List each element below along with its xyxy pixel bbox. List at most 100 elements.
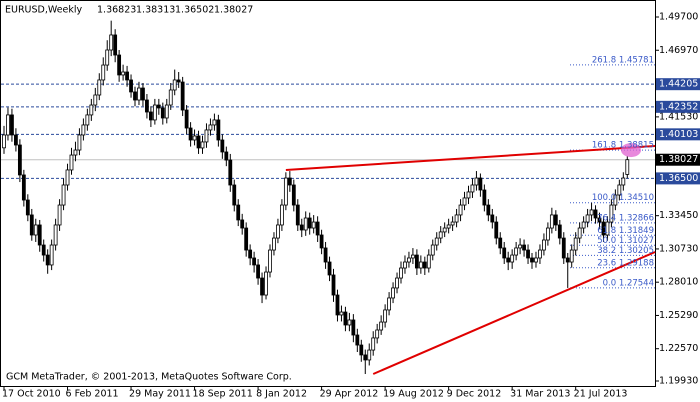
x-tick-label: 29 May 2011	[129, 389, 191, 400]
body	[279, 204, 284, 226]
fib-label: 38.2 1.30205	[597, 246, 654, 256]
body	[538, 249, 542, 259]
body	[268, 249, 272, 273]
body	[549, 214, 554, 229]
body	[347, 319, 352, 326]
body	[276, 224, 280, 239]
level-label: 1.36500	[659, 173, 698, 184]
body	[359, 344, 364, 356]
body	[212, 119, 217, 126]
body	[220, 139, 225, 153]
x-tick-label: 31 Mar 2013	[510, 389, 570, 400]
body	[129, 79, 133, 93]
body	[272, 237, 276, 251]
body	[109, 34, 114, 51]
body	[422, 261, 427, 269]
body	[426, 254, 431, 269]
body	[69, 154, 74, 171]
body	[371, 337, 376, 351]
body	[458, 204, 463, 216]
body	[180, 81, 185, 111]
body	[450, 221, 455, 226]
body	[355, 334, 360, 346]
body	[466, 191, 471, 199]
body	[383, 309, 388, 323]
body	[625, 159, 630, 175]
body	[490, 214, 495, 223]
x-tick-label: 29 Apr 2012	[320, 389, 379, 400]
body	[283, 177, 288, 206]
body	[589, 209, 594, 216]
body	[145, 99, 149, 113]
y-tick-label: 1.49700	[659, 11, 698, 22]
body	[49, 244, 54, 266]
body	[621, 177, 626, 186]
body	[319, 234, 324, 249]
body	[2, 134, 6, 149]
level-box	[656, 100, 700, 113]
body	[581, 221, 586, 229]
body	[160, 107, 165, 119]
body	[6, 114, 10, 136]
price-box	[656, 153, 700, 166]
body	[303, 217, 308, 231]
level-box	[656, 78, 700, 91]
fib-label: 50.0 1.31027	[597, 236, 654, 246]
header-high: 1.38313	[136, 5, 175, 16]
body	[264, 271, 268, 296]
body	[260, 277, 264, 296]
x-tick-label: 8 Jan 2012	[256, 389, 307, 400]
body	[29, 214, 34, 236]
body	[133, 91, 137, 101]
level-label: 1.42352	[659, 101, 698, 112]
fib-label: 61.8 1.31849	[597, 226, 654, 236]
body	[252, 257, 257, 266]
body	[315, 221, 320, 236]
body	[395, 277, 399, 289]
body	[224, 151, 229, 161]
body	[137, 87, 141, 101]
body	[561, 237, 566, 259]
body	[478, 177, 483, 191]
body	[601, 221, 606, 236]
body	[323, 247, 328, 263]
body	[41, 244, 46, 256]
body	[45, 254, 50, 266]
fib-label: 23.6 1.29188	[597, 258, 654, 268]
body	[176, 79, 181, 83]
body	[518, 244, 522, 249]
body	[442, 227, 447, 233]
body	[204, 129, 209, 143]
body	[101, 64, 106, 81]
body	[17, 144, 22, 176]
body	[557, 224, 562, 239]
trendline	[372, 251, 656, 375]
body	[236, 204, 241, 221]
body	[53, 224, 58, 246]
body	[256, 264, 260, 279]
fib-label: 261.8 1.45781	[592, 55, 654, 65]
body	[545, 227, 550, 241]
fib-label: 161.8 1.38815	[592, 141, 654, 151]
body	[168, 89, 173, 106]
body	[343, 311, 348, 326]
x-tick-label: 6 Feb 2011	[66, 389, 119, 400]
body	[10, 114, 14, 136]
body	[307, 217, 312, 229]
body	[208, 124, 213, 131]
body	[498, 237, 503, 249]
body	[14, 134, 18, 146]
body	[33, 224, 38, 236]
body	[379, 321, 384, 331]
body	[434, 237, 439, 246]
y-tick-label: 1.30730	[659, 243, 698, 254]
body	[375, 329, 380, 339]
body	[438, 231, 443, 239]
body	[454, 214, 459, 223]
body	[502, 247, 507, 259]
body	[299, 224, 304, 231]
y-tick-label: 1.46970	[659, 45, 698, 56]
x-tick-label: 9 Dec 2012	[447, 389, 502, 400]
body	[609, 204, 614, 223]
